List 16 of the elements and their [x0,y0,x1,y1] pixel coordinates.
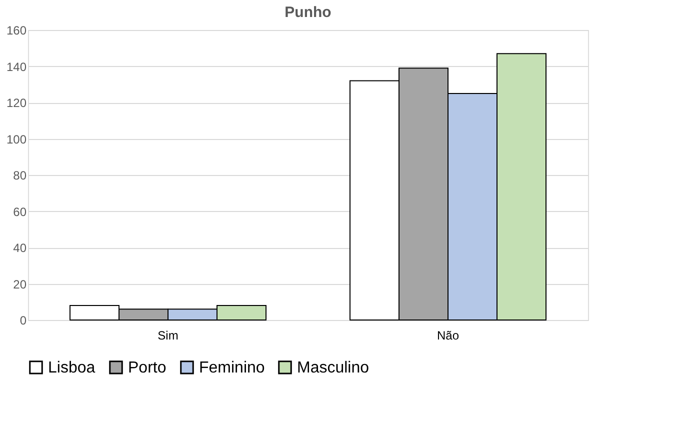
legend-label: Lisboa [48,359,96,376]
legend-label: Porto [128,359,166,376]
legend-label: Feminino [199,359,265,376]
y-tick-label: 60 [13,204,27,219]
x-tick-label: Sim [158,328,178,342]
chart-title: Punho [284,4,332,21]
y-tick-label: 100 [6,132,27,146]
y-tick-label: 120 [6,96,27,110]
legend-label: Masculino [297,359,370,376]
y-tick-label: 40 [13,241,27,255]
y-tick-label: 20 [13,277,27,292]
y-tick-label: 80 [13,168,27,182]
y-tick-label: 160 [6,24,27,38]
y-tick-label: 140 [6,60,27,74]
x-tick-label: Não [436,328,460,342]
y-tick-label: 0 [20,314,27,328]
